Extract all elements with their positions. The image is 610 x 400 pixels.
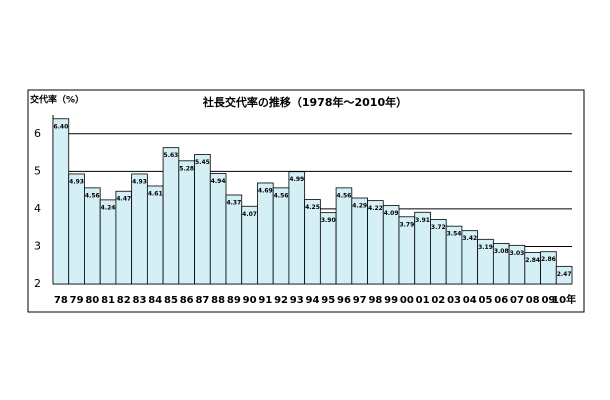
value-label: 3.79 — [399, 221, 414, 228]
value-label: 4.09 — [384, 210, 399, 217]
value-label: 4.99 — [289, 176, 304, 183]
chart-frame — [27, 89, 585, 313]
x-tick-label: 79 — [70, 295, 84, 306]
bar — [209, 173, 227, 285]
x-tick-label: 88 — [211, 295, 225, 306]
value-label: 3.08 — [494, 248, 509, 255]
x-tick-label: 90 — [243, 295, 257, 306]
bar — [115, 190, 133, 285]
y-tick-label: 2 — [34, 277, 41, 290]
value-label: 3.19 — [478, 244, 493, 251]
value-label: 4.56 — [274, 192, 289, 199]
value-label: 4.07 — [242, 211, 257, 218]
value-label: 3.72 — [431, 224, 446, 231]
x-tick-label: 00 — [400, 295, 414, 306]
value-label: 4.47 — [116, 196, 131, 203]
value-label: 2.86 — [541, 256, 556, 263]
value-label: 2.47 — [557, 271, 572, 278]
x-tick-label: 83 — [133, 295, 147, 306]
bar — [288, 171, 306, 285]
x-tick-label: 01 — [416, 295, 430, 306]
value-label: 4.93 — [69, 178, 84, 185]
bar — [178, 160, 195, 285]
value-label: 6.40 — [53, 123, 68, 130]
value-label: 4.69 — [258, 187, 273, 194]
y-tick-label: 6 — [34, 127, 41, 140]
x-tick-label: 08 — [526, 295, 540, 306]
chart-title: 社長交代率の推移（1978年～2010年） — [202, 95, 407, 109]
bar — [225, 194, 243, 285]
bar — [84, 187, 101, 285]
x-tick-label: 85 — [164, 295, 178, 306]
x-tick-label: 99 — [384, 295, 398, 306]
bar — [131, 173, 148, 285]
x-tick-label: 95 — [321, 295, 335, 306]
value-label: 2.84 — [525, 257, 540, 264]
bar — [52, 118, 70, 285]
x-tick-label: 98 — [368, 295, 382, 306]
value-label: 4.93 — [132, 178, 147, 185]
value-label: 3.54 — [447, 231, 462, 238]
value-label: 3.42 — [462, 235, 477, 242]
x-tick-label: 04 — [463, 295, 477, 306]
x-tick-label: 89 — [227, 295, 241, 306]
value-label: 4.94 — [211, 178, 226, 185]
value-label: 3.03 — [510, 250, 525, 257]
x-tick-label: 09 — [541, 295, 555, 306]
bar — [272, 187, 290, 285]
x-tick-label: 82 — [117, 295, 131, 306]
bar — [146, 185, 164, 285]
x-tick-label: 06 — [494, 295, 508, 306]
value-label: 5.63 — [164, 152, 179, 159]
bar — [162, 147, 180, 285]
bar — [367, 200, 384, 285]
x-tick-label: 87 — [195, 295, 209, 306]
x-tick-label: 84 — [148, 295, 162, 306]
value-label: 4.56 — [337, 192, 352, 199]
value-label: 4.25 — [305, 204, 320, 211]
x-tick-label: 94 — [306, 295, 320, 306]
x-tick-label: 86 — [180, 295, 194, 306]
x-tick-label: 05 — [479, 295, 493, 306]
y-tick-label: 3 — [34, 239, 41, 252]
bar — [68, 173, 85, 285]
bar — [257, 182, 274, 285]
value-label: 4.56 — [85, 192, 100, 199]
x-tick-label: 03 — [447, 295, 461, 306]
value-label: 5.45 — [195, 159, 210, 166]
y-tick-label: 4 — [34, 202, 41, 215]
bar — [241, 205, 258, 285]
value-label: 4.22 — [368, 205, 383, 212]
x-tick-label: 07 — [510, 295, 524, 306]
value-label: 4.37 — [226, 199, 241, 206]
bar — [555, 265, 573, 285]
x-tick-label: 10年 — [552, 293, 576, 306]
value-label: 3.90 — [321, 217, 336, 224]
bar — [304, 199, 321, 285]
bar — [351, 197, 368, 285]
x-tick-label: 92 — [274, 295, 288, 306]
x-tick-label: 97 — [353, 295, 367, 306]
value-label: 4.24 — [101, 204, 116, 211]
bar — [99, 199, 117, 285]
value-label: 4.29 — [352, 202, 367, 209]
y-axis-label: 交代率（%） — [30, 94, 84, 106]
x-tick-label: 78 — [54, 295, 68, 306]
value-label: 4.61 — [148, 190, 163, 197]
y-tick-label: 5 — [34, 164, 41, 177]
bar — [194, 154, 211, 285]
x-tick-label: 81 — [101, 295, 115, 306]
x-tick-label: 96 — [337, 295, 351, 306]
x-tick-label: 93 — [290, 295, 304, 306]
bar — [335, 187, 353, 285]
value-label: 3.91 — [415, 217, 430, 224]
bar — [382, 205, 400, 285]
x-tick-label: 02 — [431, 295, 445, 306]
value-label: 5.28 — [179, 165, 194, 172]
x-tick-label: 91 — [258, 295, 272, 306]
x-tick-label: 80 — [85, 295, 99, 306]
